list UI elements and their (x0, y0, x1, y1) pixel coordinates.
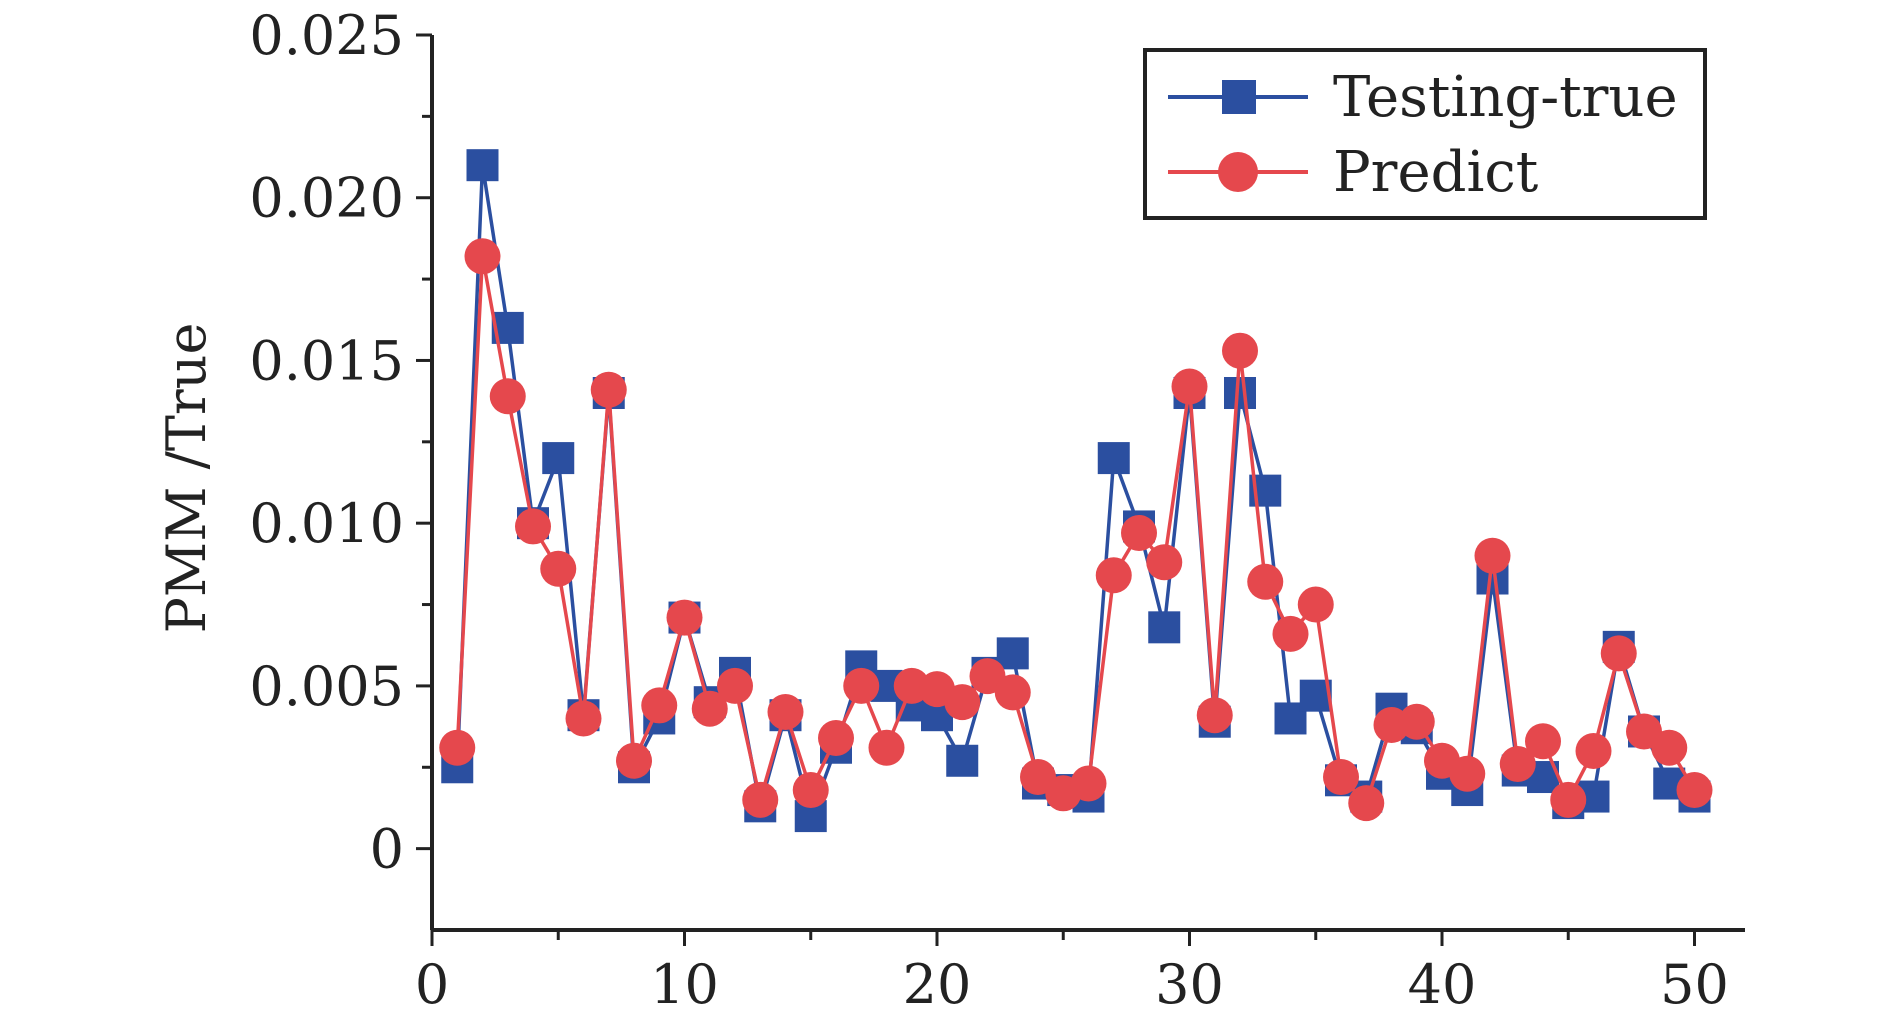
data-point-circle (1575, 733, 1612, 769)
data-point-circle (1449, 755, 1486, 792)
data-point-circle (767, 693, 804, 730)
y-tick-label: 0.010 (249, 492, 404, 555)
y-axis-label: PMM /True (155, 323, 218, 634)
data-point-circle (616, 742, 652, 779)
data-point-circle (792, 772, 829, 809)
data-point-circle (1272, 615, 1309, 652)
data-point-circle (1600, 635, 1637, 672)
data-point-circle (1525, 723, 1561, 760)
data-point-circle (439, 729, 476, 766)
x-tick-label: 30 (1155, 953, 1224, 1016)
legend-marker-square (1222, 80, 1256, 114)
data-point-circle (1651, 729, 1688, 766)
data-point-circle (1146, 544, 1183, 581)
data-point-circle (1070, 765, 1107, 802)
series-line (455, 254, 1697, 805)
series-line (455, 163, 1696, 818)
data-point-circle (464, 238, 501, 275)
data-point-square (946, 744, 979, 777)
data-point-circle (565, 700, 602, 737)
data-point-circle (1550, 781, 1587, 818)
data-point-circle (994, 674, 1031, 711)
data-point-circle (1398, 703, 1435, 740)
data-point-circle (944, 684, 981, 721)
data-point-circle (1171, 368, 1208, 405)
y-tick-label: 0.025 (249, 4, 404, 67)
data-point-square (542, 442, 575, 475)
data-point-circle (1222, 332, 1258, 369)
data-point-square (996, 637, 1029, 670)
x-tick-label: 10 (650, 953, 719, 1016)
axes: 0 10 20 30 40 50 0 0.005 0.010 0.015 0.020 0.025 (249, 4, 1745, 1016)
x-tick-label: 50 (1660, 953, 1729, 1016)
data-point-circle (590, 371, 627, 408)
data-point-circle (742, 781, 779, 818)
data-point-circle (1196, 697, 1233, 734)
data-point-square (1224, 377, 1256, 409)
data-point-circle (1499, 746, 1536, 783)
data-point-circle (1247, 563, 1284, 600)
x-tick-label: 40 (1408, 953, 1477, 1016)
y-tick-label: 0.020 (249, 167, 404, 230)
data-point-circle (1121, 514, 1157, 551)
data-point-circle (1095, 557, 1132, 594)
legend-label-predict: Predict (1333, 140, 1539, 205)
data-point-square (466, 149, 499, 182)
x-tick-label: 0 (415, 953, 449, 1016)
data-point-square (1097, 442, 1130, 475)
data-point-circle (843, 667, 880, 704)
data-point-circle (868, 729, 905, 766)
data-point-circle (1676, 772, 1713, 809)
legend-marker-circle (1218, 152, 1258, 192)
legend-label-testing-true: Testing-true (1333, 65, 1678, 130)
y-tick-label: 0.015 (249, 329, 404, 392)
legend: Testing-true Predict (1143, 48, 1707, 220)
x-tick-label: 20 (903, 953, 972, 1016)
y-tick-label: 0.005 (249, 655, 404, 718)
data-point-circle (818, 719, 854, 756)
data-point-circle (1323, 759, 1359, 796)
data-point-circle (1474, 537, 1511, 574)
data-point-circle (1297, 586, 1334, 623)
data-point-square (1148, 611, 1181, 644)
data-point-circle (717, 667, 753, 704)
data-point-circle (691, 690, 728, 727)
y-tick-label: 0 (370, 818, 404, 881)
series-layer (439, 149, 1713, 833)
data-point-circle (1348, 785, 1385, 822)
series-predict (439, 238, 1713, 822)
data-point-circle (489, 378, 526, 415)
data-point-circle (515, 508, 551, 545)
data-point-circle (540, 550, 577, 587)
data-point-circle (666, 599, 703, 636)
data-point-circle (641, 687, 678, 724)
